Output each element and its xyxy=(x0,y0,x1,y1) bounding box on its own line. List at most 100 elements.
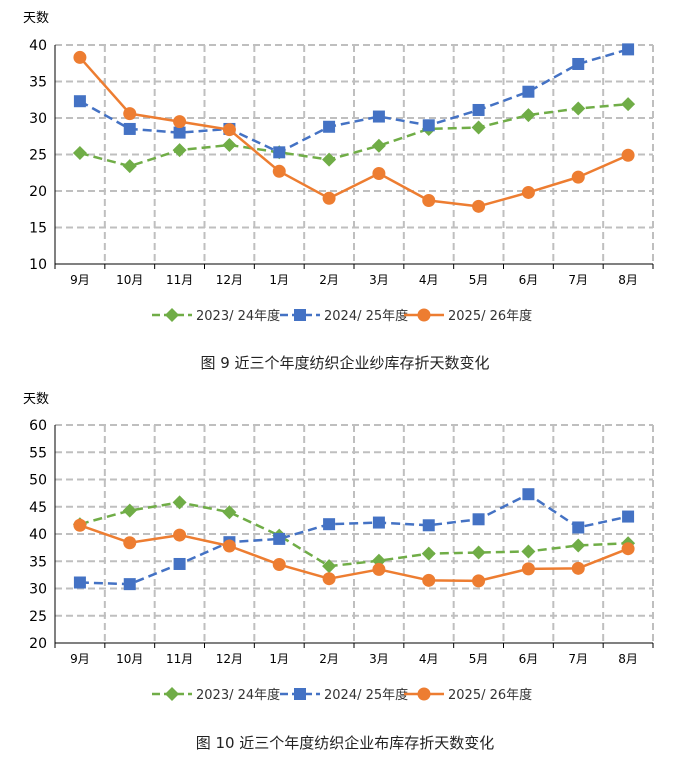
chart-1-y-tick: 20 xyxy=(29,184,47,200)
chart-2-x-tick-label: 1月 xyxy=(269,652,289,666)
chart-1-series-2-point xyxy=(522,85,535,98)
chart-2-x-tick-label: 8月 xyxy=(618,652,638,666)
chart-1-series-3-point xyxy=(73,50,87,64)
chart-2-x-tick-label: 2月 xyxy=(319,652,339,666)
chart-fabric-inventory-days: 天数 20 25 30 35 40 45 50 55 60 9月 10月 11月 12月 1月 2月 3月 4月 5… xyxy=(0,378,691,757)
chart-1-y-tick: 35 xyxy=(29,75,47,91)
chart-2-y-tick: 45 xyxy=(29,500,47,516)
chart-2-series-3-point xyxy=(422,573,436,587)
chart-2-series-3-point xyxy=(372,562,386,576)
chart-1-series-1-point xyxy=(72,146,87,161)
chart-1-x-tick-label: 6月 xyxy=(519,273,539,287)
chart-1-series-3 xyxy=(73,50,635,213)
chart-1-series-2-point xyxy=(422,119,435,132)
chart-yarn-inventory-days: 天数 10 15 20 25 30 35 40 9月 10月 11月 12月 1月 2月 3月 4月 5月 6月 7… xyxy=(0,0,691,378)
chart-1-series-3-point xyxy=(372,166,386,180)
chart-2-x-tick-label: 9月 xyxy=(70,652,90,666)
chart-2-series-3-point xyxy=(173,528,187,542)
chart-1-series-2-point xyxy=(323,120,336,133)
chart-2-series-2-point xyxy=(173,557,186,570)
chart-1-y-tick: 10 xyxy=(29,257,47,273)
chart-1-series-2-line xyxy=(79,48,629,154)
chart-1-series-3-point xyxy=(123,107,137,121)
chart-2-series-1-point xyxy=(222,505,237,520)
chart-2-y-tick: 60 xyxy=(29,418,47,434)
chart-1-series-1-point xyxy=(621,97,636,112)
chart-1-series-3-point xyxy=(222,123,236,137)
chart-2-series-3-point xyxy=(472,574,486,588)
chart-1-series-1-point xyxy=(571,101,586,116)
chart-2-series-3-point xyxy=(73,518,87,532)
chart-2-series-1-point xyxy=(571,538,586,553)
chart-1-legend: 2023/ 24年度 2024/ 25年度 2025/ 26年度 xyxy=(152,308,532,324)
chart-1-y-tick: 25 xyxy=(29,148,47,164)
chart-1-x-tick-label: 4月 xyxy=(419,273,439,287)
chart-1-series-1-point xyxy=(222,138,237,153)
chart-2-y-tick: 20 xyxy=(29,636,47,652)
chart-2-legend-label-3: 2025/ 26年度 xyxy=(448,687,532,703)
chart-1-y-tick: 40 xyxy=(29,38,47,54)
chart-2-series-3-point xyxy=(521,562,535,576)
chart-2-x-tick-label: 12月 xyxy=(216,652,243,666)
chart-2-x-tick-label: 5月 xyxy=(469,652,489,666)
chart-1-x-tick-label: 12月 xyxy=(216,273,243,287)
chart-1-series-1-point xyxy=(521,108,536,123)
chart-1-legend-label-3: 2025/ 26年度 xyxy=(448,308,532,324)
chart-1-legend-marker-2 xyxy=(294,309,306,321)
chart-1-series-2-point xyxy=(123,122,136,135)
chart-2-series-1-point xyxy=(421,546,436,561)
chart-1-x-tick-label: 2月 xyxy=(319,273,339,287)
chart-2-y-tick: 55 xyxy=(29,445,47,461)
chart-2-series-3-point xyxy=(571,561,585,575)
chart-1-series-2-point xyxy=(472,103,485,116)
chart-1-legend-label-2: 2024/ 25年度 xyxy=(324,308,408,324)
chart-1-x-tick-label: 10月 xyxy=(116,273,143,287)
chart-1-series-3-point xyxy=(571,170,585,184)
chart-1-series-1-point xyxy=(471,120,486,135)
chart-2-series-3-point xyxy=(621,542,635,556)
chart-1-unit-label: 天数 xyxy=(23,11,49,26)
chart-2-series-2-point xyxy=(273,532,286,545)
chart-1-svg: 天数 10 15 20 25 30 35 40 9月 10月 11月 12月 1月 2月 3月 4月 5月 6月 7… xyxy=(23,11,654,372)
chart-1-series-2-point xyxy=(73,95,86,108)
chart-1-x-tick-label: 8月 xyxy=(618,273,638,287)
chart-1-series-3-point xyxy=(422,193,436,207)
chart-2-legend-label-2: 2024/ 25年度 xyxy=(324,687,408,703)
chart-1-x-tick-label: 3月 xyxy=(369,273,389,287)
chart-1-legend-label-1: 2023/ 24年度 xyxy=(196,308,280,324)
chart-1-series-3-point xyxy=(621,148,635,162)
chart-1-series-1-point xyxy=(371,138,386,153)
chart-2-legend-label-1: 2023/ 24年度 xyxy=(196,687,280,703)
chart-1-x-tick-label: 7月 xyxy=(568,273,588,287)
chart-2-legend: 2023/ 24年度 2024/ 25年度 2025/ 26年度 xyxy=(152,687,532,703)
chart-1-series-3-point xyxy=(322,191,336,205)
chart-1-y-tick: 15 xyxy=(29,221,47,237)
chart-1-series-3-line xyxy=(78,56,629,208)
chart-1-caption: 图 9 近三个年度纺织企业纱库存折天数变化 xyxy=(200,354,489,372)
chart-2-series-2-point xyxy=(622,510,635,523)
chart-1-series-2-point xyxy=(173,126,186,139)
chart-1-series-2-point xyxy=(572,57,585,70)
chart-2-series-2-point xyxy=(323,518,336,531)
chart-2-y-tick: 30 xyxy=(29,582,47,598)
chart-2-x-tick-label: 7月 xyxy=(568,652,588,666)
chart-2-series-2-point xyxy=(123,578,136,591)
chart-2-series-3-point xyxy=(322,572,336,586)
chart-1-x-tick-label: 5月 xyxy=(469,273,489,287)
chart-2-series-2-point xyxy=(522,488,535,501)
chart-2-svg: 天数 20 25 30 35 40 45 50 55 60 9月 10月 11月 12月 1月 2月 3月 4月 5… xyxy=(23,392,654,752)
chart-1-series-3-point xyxy=(173,115,187,129)
chart-2-series-2-point xyxy=(572,521,585,534)
chart-2-series-2-point xyxy=(422,519,435,532)
chart-2-series-2-point xyxy=(73,576,86,589)
chart-2-series-2-point xyxy=(472,513,485,526)
chart-1-series-2-point xyxy=(372,110,385,123)
chart-1-series-3-point xyxy=(472,199,486,213)
chart-2-legend-marker-1 xyxy=(165,687,179,701)
chart-2-series-2-line xyxy=(79,492,629,586)
chart-2-series-3-line xyxy=(79,524,629,583)
chart-1-series-2-point xyxy=(273,146,286,159)
chart-1-series-1-point xyxy=(172,143,187,158)
chart-1-series-1-point xyxy=(122,159,137,174)
chart-2-series-1-point xyxy=(122,503,137,518)
